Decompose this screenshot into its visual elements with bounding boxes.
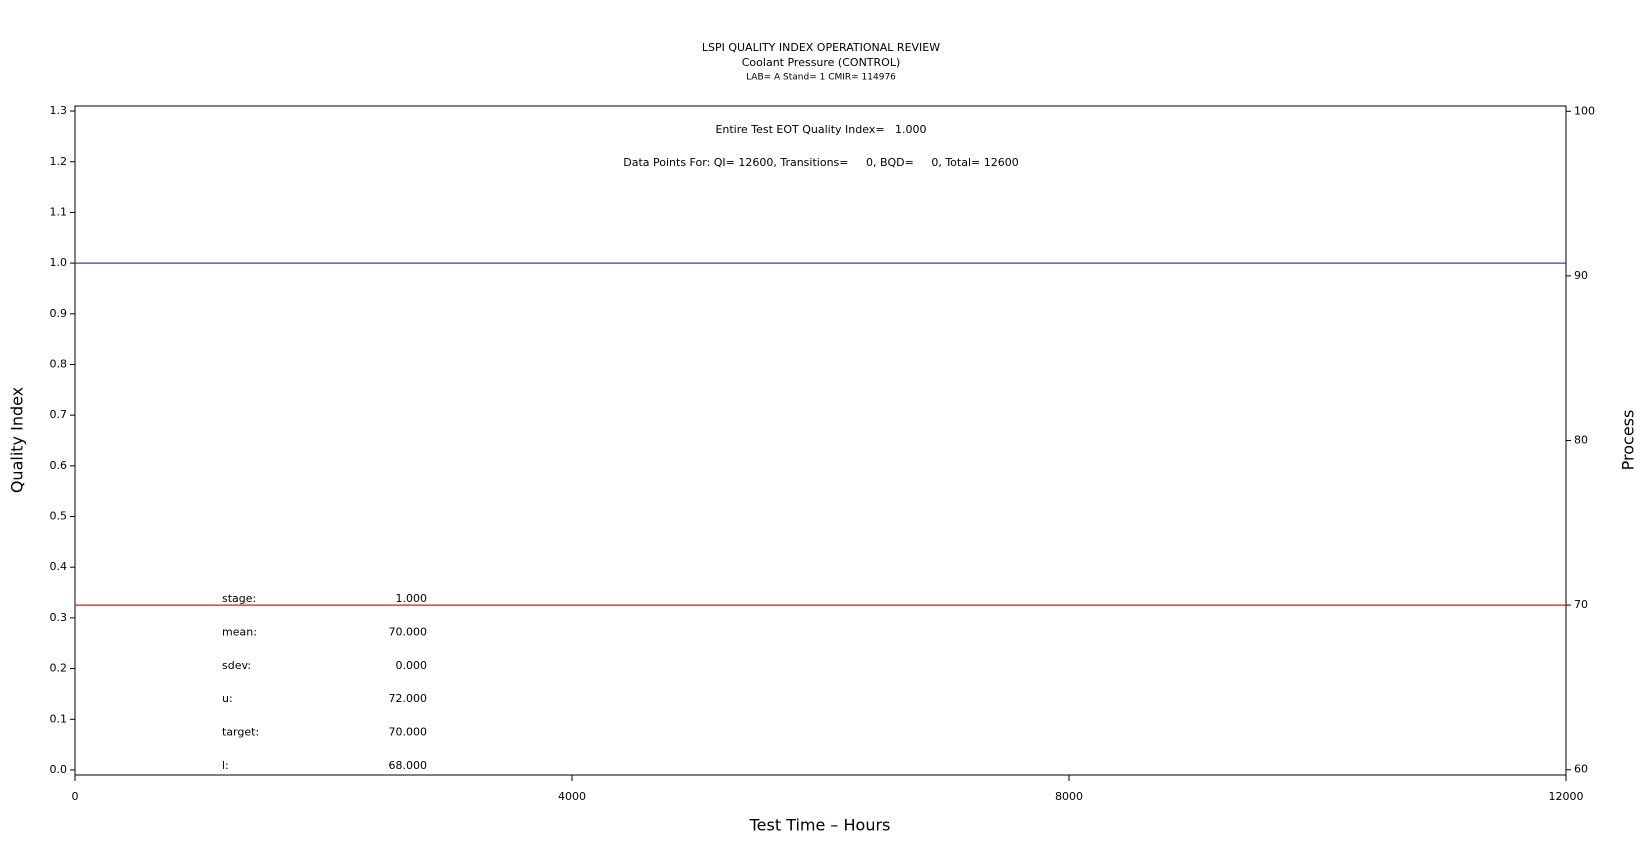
stat-value: 72.000: [389, 692, 428, 705]
y2-tick-label: 100: [1574, 104, 1595, 117]
y-axis-title: Quality Index: [8, 387, 27, 493]
y-tick-label: 0.0: [50, 763, 68, 776]
y-tick-label: 0.5: [50, 510, 68, 523]
stat-label: u:: [222, 692, 233, 705]
plot-frame: [74, 105, 1567, 776]
y2-tick-label: 70: [1574, 598, 1588, 611]
x-tick-label: 8000: [1055, 790, 1083, 803]
stat-value: 1.000: [396, 592, 428, 605]
x-tick-label: 12000: [1549, 790, 1584, 803]
y-tick-label: 0.2: [50, 662, 68, 675]
stat-label: target:: [222, 726, 259, 739]
y-tick-label: 0.1: [50, 712, 68, 725]
chart-subtitle: LAB= A Stand= 1 CMIR= 114976: [746, 73, 896, 83]
stat-value: 70.000: [389, 726, 428, 739]
y2-tick-label: 80: [1574, 434, 1588, 447]
y-tick-label: 1.0: [50, 256, 68, 269]
annotation: Entire Test EOT Quality Index= 1.000: [715, 123, 926, 136]
x-axis-title: Test Time – Hours: [749, 816, 891, 835]
x-tick-label: 0: [72, 790, 79, 803]
stat-label: l:: [222, 759, 229, 772]
y-tick-label: 0.8: [50, 357, 68, 370]
y2-tick-label: 90: [1574, 269, 1588, 282]
y-tick-label: 1.3: [50, 104, 68, 117]
y2-tick-label: 60: [1574, 763, 1588, 776]
y-tick-label: 0.6: [50, 459, 68, 472]
y-tick-label: 0.7: [50, 408, 68, 421]
chart-title: LSPI QUALITY INDEX OPERATIONAL REVIEW: [702, 41, 940, 54]
y2-axis-title: Process: [1619, 410, 1638, 471]
y-tick-label: 0.9: [50, 307, 68, 320]
stat-label: mean:: [222, 625, 257, 638]
annotation: Data Points For: QI= 12600, Transitions=…: [623, 156, 1018, 169]
stat-value: 0.000: [396, 659, 428, 672]
y-tick-label: 1.2: [50, 155, 68, 168]
x-tick-label: 4000: [558, 790, 586, 803]
chart-subtitle: Coolant Pressure (CONTROL): [742, 56, 901, 69]
y-tick-label: 1.1: [50, 205, 68, 218]
y-tick-label: 0.3: [50, 611, 68, 624]
y-tick-label: 0.4: [50, 560, 68, 573]
stat-value: 70.000: [389, 625, 428, 638]
stat-label: sdev:: [222, 659, 251, 672]
stat-label: stage:: [222, 592, 256, 605]
stat-value: 68.000: [389, 759, 428, 772]
